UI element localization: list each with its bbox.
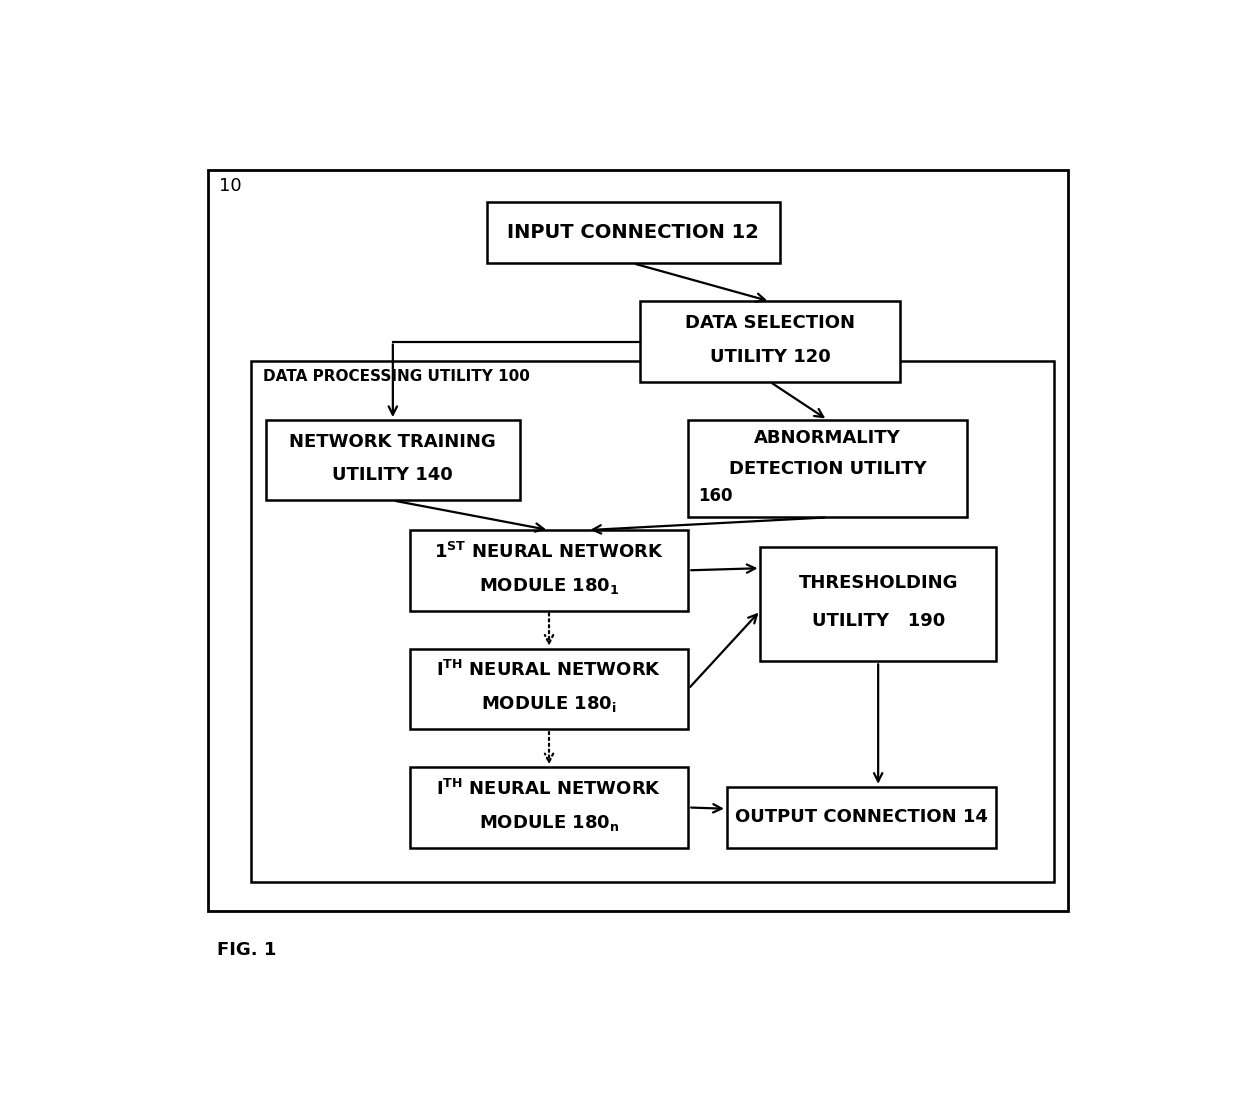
Text: DETECTION UTILITY: DETECTION UTILITY xyxy=(729,460,926,477)
Bar xyxy=(409,768,688,848)
Text: FIG. 1: FIG. 1 xyxy=(217,940,277,959)
Bar xyxy=(265,420,521,500)
Text: NETWORK TRAINING: NETWORK TRAINING xyxy=(289,432,496,451)
Text: 10: 10 xyxy=(219,177,242,195)
Text: UTILITY 140: UTILITY 140 xyxy=(332,466,454,484)
Text: DATA PROCESSING UTILITY 100: DATA PROCESSING UTILITY 100 xyxy=(263,370,529,384)
Text: I$^\mathbf{TH}$ NEURAL NETWORK: I$^\mathbf{TH}$ NEURAL NETWORK xyxy=(436,660,662,680)
Text: MODULE 180$_\mathbf{n}$: MODULE 180$_\mathbf{n}$ xyxy=(479,813,619,833)
Text: I$^\mathbf{TH}$ NEURAL NETWORK: I$^\mathbf{TH}$ NEURAL NETWORK xyxy=(436,779,662,799)
Text: DATA SELECTION: DATA SELECTION xyxy=(684,314,856,332)
Bar xyxy=(727,786,996,848)
Text: UTILITY 120: UTILITY 120 xyxy=(709,348,831,366)
Bar xyxy=(486,202,780,263)
Text: UTILITY   190: UTILITY 190 xyxy=(811,612,945,630)
Text: OUTPUT CONNECTION 14: OUTPUT CONNECTION 14 xyxy=(735,808,988,826)
Bar xyxy=(208,170,1068,911)
Bar xyxy=(688,420,967,517)
Text: THRESHOLDING: THRESHOLDING xyxy=(799,574,959,592)
Bar xyxy=(409,530,688,610)
Bar xyxy=(250,361,1054,881)
Text: INPUT CONNECTION 12: INPUT CONNECTION 12 xyxy=(507,223,759,242)
Text: 160: 160 xyxy=(698,486,733,505)
Bar xyxy=(760,547,996,661)
Text: 1$^\mathbf{ST}$ NEURAL NETWORK: 1$^\mathbf{ST}$ NEURAL NETWORK xyxy=(434,541,663,562)
Text: MODULE 180$_\mathbf{i}$: MODULE 180$_\mathbf{i}$ xyxy=(481,694,618,714)
Text: ABNORMALITY: ABNORMALITY xyxy=(754,429,901,448)
Bar xyxy=(409,649,688,729)
Bar xyxy=(640,301,900,382)
Text: MODULE 180$_\mathbf{1}$: MODULE 180$_\mathbf{1}$ xyxy=(479,575,619,595)
